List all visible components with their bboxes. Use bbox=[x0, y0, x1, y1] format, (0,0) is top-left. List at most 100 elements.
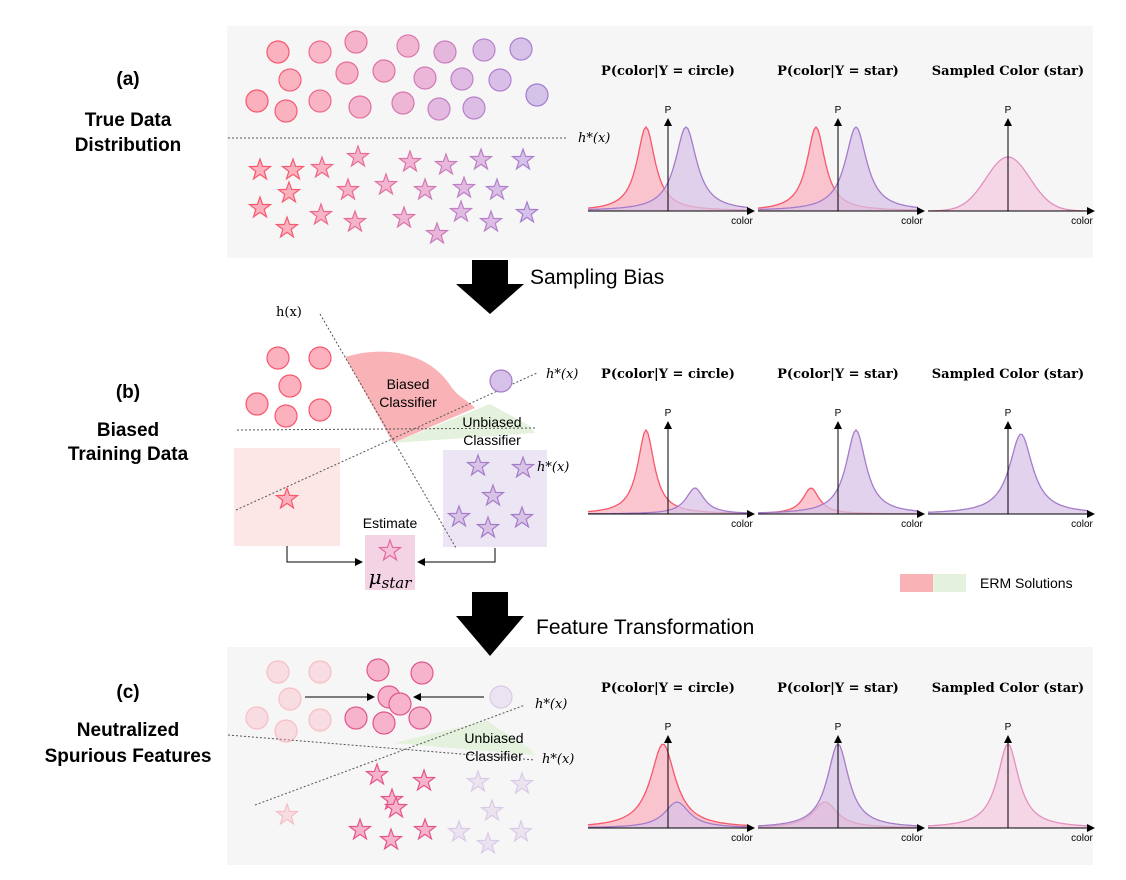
h-star-label-a: h*(x) bbox=[578, 131, 610, 146]
panel-b-circles bbox=[245, 346, 513, 428]
biased-classifier-line1: Biased bbox=[387, 376, 430, 392]
circle-point bbox=[396, 34, 420, 58]
circle-point bbox=[488, 68, 512, 92]
estimate-label: Estimate bbox=[363, 515, 418, 531]
plot-title: P(color|Y = star) bbox=[777, 681, 899, 696]
unbiased-classifier-line2-b: Classifier bbox=[463, 432, 521, 448]
h-star-label-b2: h*(x) bbox=[537, 460, 569, 475]
mu-star-subscript: star bbox=[382, 574, 413, 592]
circle-point bbox=[245, 89, 269, 113]
circle-point bbox=[410, 661, 434, 685]
h-label-b: h(x) bbox=[276, 305, 302, 320]
x-axis-label: color bbox=[731, 519, 753, 530]
plot-title: Sampled Color (star) bbox=[932, 367, 1084, 382]
estimate-arrow-left bbox=[286, 546, 363, 566]
circle-point bbox=[433, 40, 457, 64]
circle-point bbox=[450, 67, 474, 91]
unbiased-classifier-line1-b: Unbiased bbox=[462, 414, 521, 430]
circle-point bbox=[388, 692, 412, 716]
circle-point bbox=[274, 99, 298, 123]
unbiased-classifier-region-c bbox=[393, 721, 535, 755]
x-axis-label: color bbox=[1071, 519, 1093, 530]
mu-star-text: μ bbox=[369, 565, 382, 589]
panel-b-title-line1: Biased bbox=[97, 420, 159, 441]
circle-point bbox=[372, 59, 396, 83]
plot-title: P(color|Y = star) bbox=[777, 367, 899, 382]
panel-c-letter: (c) bbox=[116, 682, 139, 703]
circle-point bbox=[308, 708, 332, 732]
sampling-bias-arrow bbox=[456, 260, 524, 314]
y-axis-label: P bbox=[1005, 105, 1012, 116]
circle-point bbox=[308, 40, 332, 64]
density-area bbox=[758, 488, 918, 514]
x-axis-label: color bbox=[731, 216, 753, 227]
y-axis-label: P bbox=[665, 408, 672, 419]
circle-point bbox=[308, 89, 332, 113]
x-axis-label: color bbox=[731, 833, 753, 844]
circle-point bbox=[462, 96, 486, 120]
circle-point bbox=[366, 658, 390, 682]
circle-point bbox=[489, 369, 513, 393]
panel-a-label: (a) True Data Distribution bbox=[75, 69, 182, 156]
circle-point bbox=[245, 706, 269, 730]
panel-c-circles bbox=[344, 658, 434, 735]
feature-transformation-arrow bbox=[456, 592, 524, 656]
mu-star-label: μstar bbox=[369, 565, 413, 592]
plot-title: P(color|Y = circle) bbox=[601, 64, 735, 79]
density-area bbox=[588, 127, 748, 211]
panel-b-title-line2: Training Data bbox=[68, 444, 189, 465]
x-axis-label: color bbox=[1071, 216, 1093, 227]
circle-point bbox=[308, 398, 332, 422]
h-star-boundary-b2 bbox=[235, 372, 538, 511]
circle-point bbox=[278, 374, 302, 398]
x-axis-label: color bbox=[901, 833, 923, 844]
erm-legend-red-swatch bbox=[900, 574, 933, 592]
circle-point bbox=[278, 687, 302, 711]
plot-title: P(color|Y = circle) bbox=[601, 681, 735, 696]
panel-c-title-line1: Neutralized bbox=[77, 720, 179, 741]
biased-classifier-line2: Classifier bbox=[379, 394, 437, 410]
circle-point bbox=[266, 346, 290, 370]
panel-a-circles bbox=[245, 30, 549, 123]
unbiased-classifier-region-b bbox=[393, 404, 535, 443]
circle-point bbox=[408, 706, 432, 730]
circle-point bbox=[278, 68, 302, 92]
circle-point bbox=[348, 95, 372, 119]
plot-title: P(color|Y = circle) bbox=[601, 367, 735, 382]
y-axis-label: P bbox=[835, 722, 842, 733]
circle-point bbox=[266, 40, 290, 64]
circle-point bbox=[427, 97, 451, 121]
y-axis-label: P bbox=[1005, 408, 1012, 419]
y-axis-label: P bbox=[665, 105, 672, 116]
biased-classifier-region bbox=[345, 351, 475, 443]
density-area bbox=[758, 127, 918, 211]
panel-a-title-line1: True Data bbox=[85, 110, 172, 131]
x-axis-label: color bbox=[1071, 833, 1093, 844]
panel-b-label: (b) Biased Training Data bbox=[68, 382, 189, 465]
circle-point bbox=[245, 392, 269, 416]
circle-point bbox=[372, 711, 396, 735]
panel-a-title-line2: Distribution bbox=[75, 135, 182, 156]
panel-a-letter: (a) bbox=[116, 69, 139, 90]
erm-legend-label: ERM Solutions bbox=[980, 575, 1073, 591]
y-axis-label: P bbox=[1005, 722, 1012, 733]
circle-point bbox=[308, 660, 332, 684]
estimate-arrow-right bbox=[417, 548, 496, 566]
unbiased-classifier-line1-c: Unbiased bbox=[464, 730, 523, 746]
panel-c-label: (c) Neutralized Spurious Features bbox=[45, 682, 212, 767]
panel-a-background bbox=[227, 26, 1093, 258]
y-axis-label: P bbox=[835, 408, 842, 419]
circle-point bbox=[274, 404, 298, 428]
h-star-boundary-c1 bbox=[227, 734, 536, 761]
